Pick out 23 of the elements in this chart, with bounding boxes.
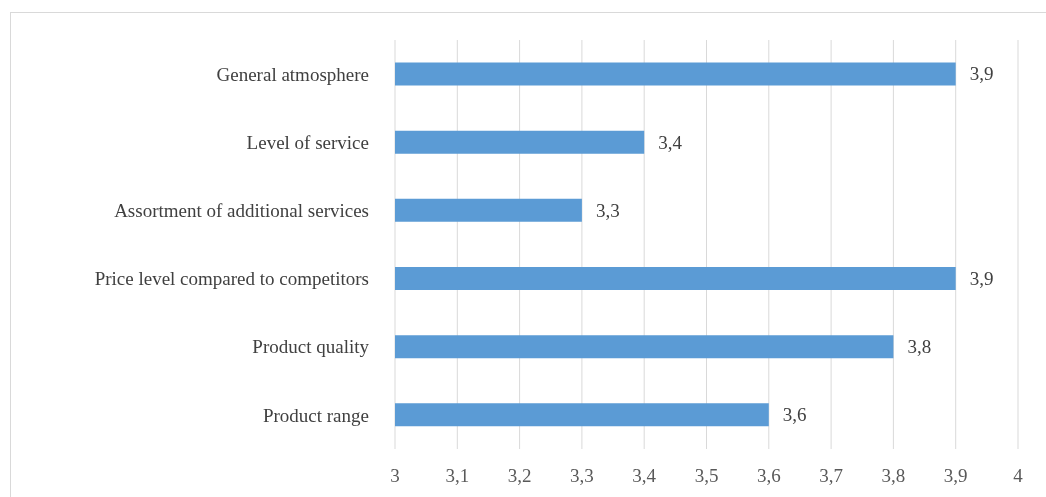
x-tick-label: 3,5 (694, 465, 719, 487)
x-tick-label: 3,3 (570, 465, 594, 487)
x-tick-label: 3,8 (881, 465, 906, 487)
data-label: 3,3 (595, 199, 620, 221)
data-label: 3,6 (782, 404, 807, 426)
data-label: 3,4 (658, 131, 683, 153)
y-tick-label: Product quality (252, 336, 370, 358)
y-tick-label: Product range (262, 404, 369, 426)
x-tick-label: 4 (1013, 465, 1024, 487)
x-tick-label: 3,1 (445, 465, 470, 487)
y-tick-label: Assortment of additional services (114, 200, 369, 222)
x-tick-label: 3,4 (632, 465, 657, 487)
data-label: 3,9 (969, 63, 994, 85)
y-tick-label: General atmosphere (216, 63, 369, 85)
data-label: 3,8 (907, 336, 932, 358)
data-label: 3,9 (969, 267, 994, 289)
y-tick-label: Level of service (246, 131, 369, 153)
y-tick-label: Price level compared to competitors (94, 268, 369, 290)
x-tick-label: 3,9 (943, 465, 968, 487)
x-tick-label: 3,7 (819, 465, 843, 487)
x-tick-label: 3,6 (756, 465, 781, 487)
x-tick-label: 3,2 (507, 465, 532, 487)
x-tick-label: 3 (390, 465, 400, 487)
